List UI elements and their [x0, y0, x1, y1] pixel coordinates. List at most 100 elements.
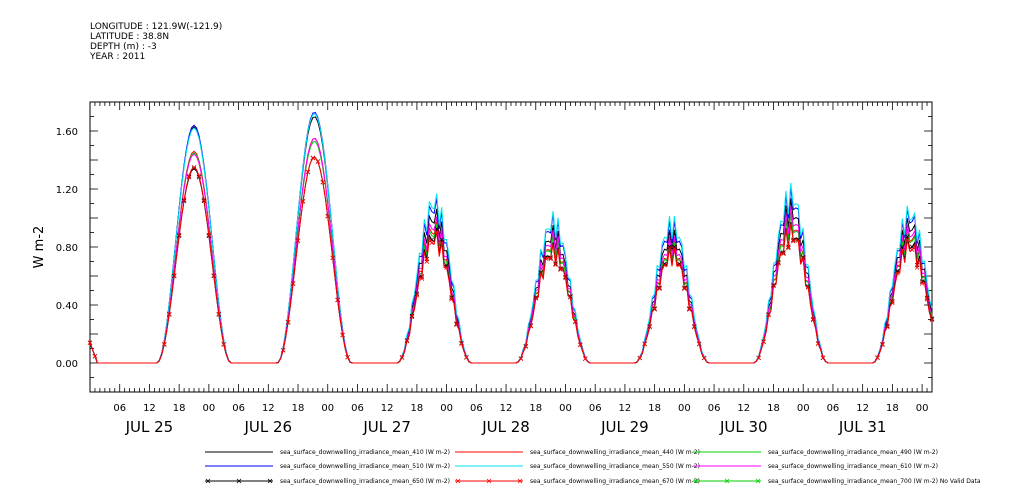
legend-label: sea_surface_downwelling_irradiance_mean_… — [768, 449, 938, 456]
series-marker-670 — [696, 341, 702, 347]
legend-label: sea_surface_downwelling_irradiance_mean_… — [768, 478, 981, 485]
series-marker-670 — [558, 267, 563, 273]
series-marker-670 — [280, 347, 286, 353]
series-marker-670 — [548, 256, 553, 262]
series-marker-670 — [805, 285, 811, 290]
series-marker-670 — [875, 355, 880, 361]
series-marker-670 — [429, 240, 435, 246]
series-marker-670 — [652, 307, 657, 312]
series-line-550 — [89, 113, 933, 364]
series-marker-670 — [766, 312, 771, 318]
legend-marker — [486, 478, 492, 484]
series-marker-670 — [464, 355, 469, 360]
x-tick-label: 18 — [529, 403, 542, 414]
series-marker-670 — [166, 311, 172, 317]
series-marker-670 — [573, 319, 578, 325]
legend-marker — [693, 478, 699, 484]
series-marker-650 — [672, 244, 677, 250]
series-marker-670 — [439, 240, 444, 245]
x-day-label: JUL 30 — [719, 418, 768, 436]
x-tick-label: 12 — [500, 403, 513, 414]
x-tick-label: 00 — [321, 403, 334, 414]
x-day-label: JUL 26 — [243, 418, 292, 436]
series-marker-670 — [795, 238, 801, 243]
x-tick-label: 12 — [737, 403, 750, 414]
series-marker-670 — [800, 256, 806, 261]
series-marker-670 — [290, 281, 296, 286]
series-marker-670 — [409, 314, 415, 320]
x-tick-label: 00 — [440, 403, 453, 414]
series-marker-670 — [578, 342, 583, 348]
series-marker-670 — [414, 293, 420, 298]
series-marker-670 — [538, 271, 544, 277]
series-marker-670 — [583, 356, 588, 361]
series-marker-670 — [543, 256, 548, 261]
series-marker-670 — [880, 342, 885, 348]
series-line-670 — [89, 156, 933, 364]
x-tick-label: 00 — [678, 403, 691, 414]
series-marker-670 — [285, 320, 291, 325]
series-marker-670 — [761, 339, 766, 345]
x-day-label: JUL 27 — [362, 418, 411, 436]
series-marker-670 — [444, 265, 449, 270]
series-marker-670 — [523, 344, 529, 349]
series-marker-670 — [914, 265, 920, 270]
series-marker-670 — [434, 229, 439, 235]
series-marker-670 — [672, 246, 677, 251]
series-marker-670 — [899, 247, 905, 252]
legend-marker — [236, 478, 242, 484]
x-tick-label: 12 — [619, 403, 632, 414]
series-marker-670 — [211, 273, 217, 278]
y-tick-label: 0.80 — [56, 243, 78, 254]
x-day-label: JUL 31 — [838, 418, 887, 436]
y-tick-label: 1.60 — [56, 127, 78, 138]
series-marker-670 — [781, 251, 786, 257]
x-tick-label: 06 — [470, 403, 483, 414]
series-marker-670 — [810, 317, 816, 323]
series-marker-650 — [568, 294, 573, 299]
series-marker-670 — [677, 262, 682, 268]
series-marker-670 — [657, 286, 662, 292]
depth-label: DEPTH (m) : -3 — [90, 42, 157, 52]
x-tick-label: 18 — [292, 403, 305, 414]
plot-frame — [89, 101, 933, 393]
series-marker-670 — [563, 275, 568, 281]
legend-marker — [517, 478, 523, 484]
x-tick-label: 06 — [113, 403, 126, 414]
y-tick-label: 1.20 — [56, 185, 78, 196]
series-marker-650 — [191, 166, 197, 171]
series-marker-670 — [399, 355, 405, 360]
series-marker-670 — [885, 324, 890, 330]
series-marker-670 — [568, 294, 573, 300]
series-marker-670 — [196, 173, 202, 178]
x-tick-label: 18 — [767, 403, 780, 414]
series-marker-670 — [419, 276, 425, 281]
series-marker-670 — [345, 354, 350, 360]
series-marker-670 — [171, 273, 177, 278]
series-marker-670 — [335, 297, 340, 303]
series-marker-670 — [449, 296, 454, 302]
series-marker-670 — [687, 307, 692, 312]
x-tick-label: 06 — [232, 403, 245, 414]
series-marker-670 — [786, 245, 791, 251]
x-tick-label: 00 — [559, 403, 572, 414]
series-marker-670 — [909, 247, 915, 253]
legend-marker — [455, 478, 461, 484]
series-marker-670 — [216, 311, 222, 317]
x-tick-label: 00 — [797, 403, 810, 414]
x-tick-label: 06 — [708, 403, 721, 414]
series-marker-670 — [929, 317, 935, 323]
x-day-label: JUL 28 — [481, 418, 530, 436]
series-marker-670 — [518, 356, 524, 361]
series-marker-670 — [924, 297, 930, 302]
axis-ticks — [89, 101, 933, 393]
y-tick-label: 0.40 — [56, 301, 78, 312]
series-marker-670 — [221, 342, 227, 347]
series-marker-670 — [404, 338, 410, 344]
series-marker-670 — [340, 332, 345, 338]
series-marker-670 — [776, 261, 781, 266]
x-tick-label: 12 — [262, 403, 275, 414]
series-marker-670 — [87, 340, 93, 345]
legend-label: sea_surface_downwelling_irradiance_mean_… — [280, 449, 450, 456]
